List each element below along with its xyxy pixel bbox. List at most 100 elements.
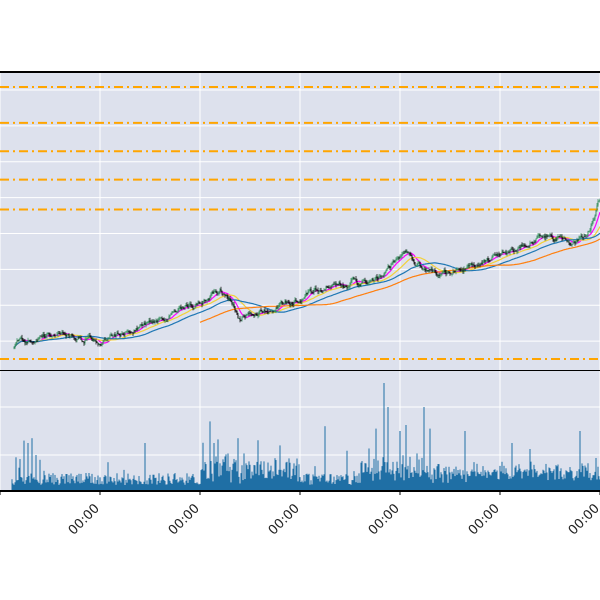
- candle-body: [513, 250, 515, 252]
- candle-body: [544, 236, 546, 238]
- candle-body: [161, 317, 163, 319]
- candle-body: [405, 250, 407, 253]
- volume-bar: [475, 476, 477, 491]
- candle-body: [266, 311, 268, 313]
- volume-bar: [296, 458, 298, 491]
- candle-body: [256, 314, 258, 316]
- volume-bar: [135, 480, 137, 491]
- candle-body: [435, 272, 437, 274]
- volume-bar: [244, 479, 246, 491]
- candle-body: [486, 258, 488, 261]
- candle-body: [328, 287, 330, 289]
- volume-bar: [544, 473, 546, 491]
- volume-bar: [110, 477, 112, 491]
- candle-body: [393, 261, 395, 263]
- candle-body: [274, 311, 276, 312]
- volume-bar: [109, 476, 111, 491]
- candle-body: [508, 252, 510, 253]
- volume-bar: [480, 471, 482, 491]
- volume-bar: [155, 477, 157, 491]
- volume-bar: [185, 480, 187, 491]
- volume-bar: [378, 471, 380, 491]
- candle-body: [333, 284, 335, 285]
- volume-bar: [260, 461, 262, 491]
- volume-bar: [585, 467, 587, 491]
- candle-body: [421, 266, 423, 270]
- volume-bar: [291, 475, 293, 491]
- candle-body: [542, 236, 544, 238]
- volume-bar: [364, 463, 366, 491]
- candle-body: [128, 330, 130, 333]
- volume-bar: [70, 473, 72, 491]
- candle-body: [466, 266, 468, 269]
- candle-body: [277, 307, 279, 308]
- volume-bar: [309, 484, 311, 491]
- volume-bar: [120, 482, 122, 491]
- candle-body: [362, 280, 364, 283]
- candle-body: [506, 252, 508, 254]
- volume-bar: [123, 469, 125, 491]
- candle-body: [49, 334, 51, 336]
- candle-body: [275, 307, 277, 312]
- volume-bar: [377, 460, 379, 491]
- candle-body: [501, 251, 503, 255]
- volume-bar: [450, 479, 452, 491]
- volume-bar: [33, 477, 35, 491]
- volume-bar: [372, 480, 374, 491]
- volume-bar: [338, 476, 340, 491]
- candle-body: [562, 238, 564, 240]
- volume-bar: [343, 479, 345, 491]
- candle-body: [488, 260, 490, 261]
- volume-bar: [565, 470, 567, 491]
- volume-bar: [402, 455, 404, 491]
- volume-bar: [224, 456, 226, 491]
- candle-body: [580, 235, 582, 238]
- candle-body: [105, 339, 107, 341]
- candle-body: [527, 245, 529, 247]
- candle-body: [379, 275, 381, 277]
- volume-bar: [287, 477, 289, 491]
- volume-bar: [400, 477, 402, 491]
- volume-bar: [203, 470, 205, 491]
- volume-bar: [280, 469, 282, 491]
- volume-bar: [598, 476, 600, 491]
- candle-body: [202, 301, 204, 305]
- moving-average-ma_long: [199, 238, 600, 323]
- candle-body: [138, 327, 140, 328]
- candle-body: [359, 284, 361, 287]
- volume-bar: [496, 470, 498, 491]
- candle-body: [335, 283, 337, 286]
- volume-bar: [219, 463, 221, 491]
- candle-body: [373, 280, 375, 282]
- volume-bar: [228, 471, 230, 491]
- candle-body: [419, 262, 421, 266]
- candle-body: [17, 340, 19, 342]
- candle-body: [22, 340, 24, 341]
- candle-body: [323, 290, 325, 292]
- candle-body: [595, 209, 597, 216]
- candle-body: [573, 241, 575, 244]
- candle-body: [181, 307, 183, 310]
- volume-bar: [188, 476, 190, 491]
- candle-body: [29, 339, 31, 342]
- volume-bar: [47, 482, 49, 491]
- volume-bar: [487, 470, 489, 491]
- candle-body: [427, 270, 429, 271]
- candle-body: [469, 265, 471, 266]
- volume-bar: [31, 438, 33, 491]
- candle-body: [492, 254, 494, 257]
- candle-body: [149, 320, 151, 323]
- volume-bar: [329, 474, 331, 491]
- candle-body: [446, 272, 448, 274]
- candle-body: [596, 205, 598, 210]
- candle-body: [162, 318, 164, 320]
- candle-body: [456, 269, 458, 270]
- volume-bar: [330, 474, 332, 491]
- candle-body: [31, 341, 33, 343]
- candle-body: [165, 319, 167, 321]
- volume-bar: [24, 483, 26, 491]
- candle-body: [457, 268, 459, 270]
- candle-body: [490, 259, 492, 261]
- volume-bar: [56, 477, 58, 491]
- volume-bar: [392, 461, 394, 491]
